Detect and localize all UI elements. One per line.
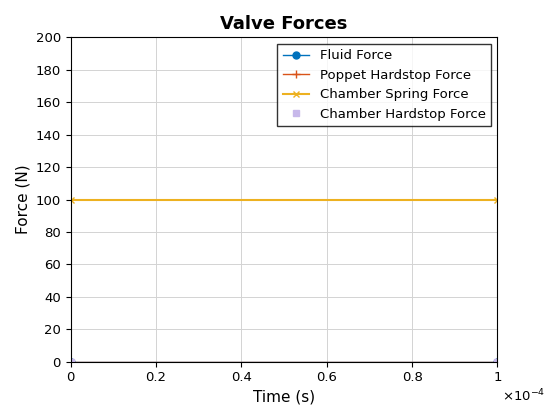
Text: $\times10^{-4}$: $\times10^{-4}$ <box>502 388 545 404</box>
Legend: Fluid Force, Poppet Hardstop Force, Chamber Spring Force, Chamber Hardstop Force: Fluid Force, Poppet Hardstop Force, Cham… <box>277 44 491 126</box>
Title: Valve Forces: Valve Forces <box>221 15 348 33</box>
Y-axis label: Force (N): Force (N) <box>15 165 30 234</box>
X-axis label: Time (s): Time (s) <box>253 390 315 405</box>
